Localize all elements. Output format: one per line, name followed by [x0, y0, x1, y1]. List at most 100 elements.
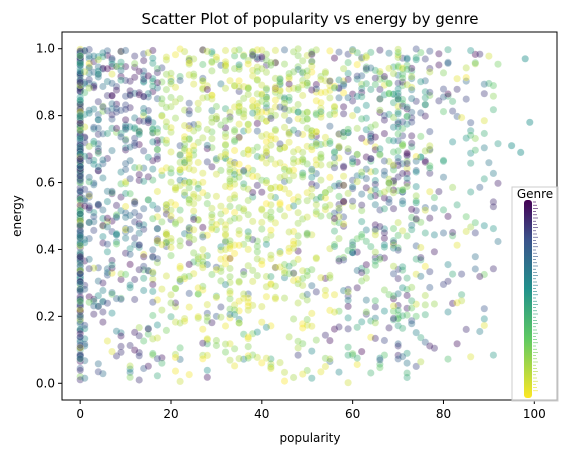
scatter-point — [135, 130, 143, 139]
scatter-point — [416, 132, 425, 141]
scatter-point — [416, 77, 425, 86]
scatter-point — [321, 133, 330, 142]
scatter-point — [303, 67, 312, 75]
scatter-point — [335, 48, 343, 56]
scatter-point — [112, 62, 121, 71]
scatter-point — [76, 256, 84, 265]
scatter-point — [244, 354, 252, 362]
scatter-point — [208, 91, 216, 100]
scatter-point — [176, 355, 184, 364]
scatter-point — [112, 240, 121, 248]
scatter-point — [457, 113, 466, 122]
scatter-point — [162, 204, 171, 212]
scatter-point — [385, 179, 393, 187]
scatter-point — [448, 138, 457, 146]
scatter-point — [194, 254, 202, 263]
scatter-point — [407, 296, 416, 305]
scatter-point — [466, 118, 475, 127]
scatter-point — [176, 241, 184, 250]
scatter-point — [330, 242, 339, 251]
scatter-point — [148, 280, 157, 289]
scatter-point — [189, 213, 198, 221]
scatter-point — [298, 91, 307, 100]
scatter-point — [185, 59, 193, 67]
scatter-point — [448, 183, 457, 192]
scatter-point — [380, 75, 389, 83]
scatter-point — [148, 311, 157, 320]
scatter-point — [344, 343, 352, 352]
scatter-point — [158, 353, 166, 362]
scatter-point — [117, 168, 125, 176]
scatter-point — [307, 281, 316, 290]
scatter-point — [312, 155, 321, 164]
scatter-point — [248, 96, 257, 105]
scatter-point — [276, 205, 284, 214]
scatter-point — [307, 185, 316, 193]
scatter-point — [435, 50, 443, 58]
scatter-point — [412, 166, 421, 175]
scatter-point — [221, 60, 230, 68]
scatter-point — [99, 103, 107, 111]
scatter-point — [117, 58, 125, 67]
scatter-point — [203, 47, 212, 56]
scatter-point — [167, 169, 175, 177]
scatter-point — [108, 91, 116, 100]
scatter-point — [389, 314, 398, 323]
scatter-point — [421, 206, 430, 214]
scatter-point — [189, 225, 198, 234]
scatter-point — [144, 195, 153, 204]
scatter-point — [398, 78, 407, 86]
scatter-point — [139, 262, 148, 271]
scatter-point — [276, 200, 284, 209]
scatter-point — [94, 166, 103, 175]
scatter-point — [212, 225, 221, 234]
scatter-point — [235, 306, 243, 315]
scatter-point — [294, 108, 302, 116]
scatter-point — [425, 47, 434, 56]
scatter-point — [285, 96, 293, 105]
scatter-point — [412, 328, 421, 337]
scatter-point — [257, 188, 266, 196]
scatter-point — [139, 92, 148, 101]
scatter-point — [153, 212, 162, 221]
scatter-point — [167, 165, 175, 173]
scatter-point — [344, 144, 352, 153]
scatter-point — [135, 212, 143, 220]
scatter-point — [267, 61, 275, 69]
scatter-point — [312, 288, 321, 296]
scatter-point — [108, 100, 116, 108]
scatter-point — [117, 332, 125, 340]
scatter-point — [480, 89, 489, 98]
scatter-point — [85, 193, 93, 201]
scatter-point — [226, 108, 234, 117]
scatter-point — [403, 103, 411, 111]
scatter-point — [76, 346, 84, 354]
scatter-point — [307, 129, 316, 138]
scatter-point — [385, 178, 393, 187]
scatter-point — [485, 52, 493, 60]
scatter-point — [389, 269, 398, 278]
scatter-point — [444, 92, 452, 100]
scatter-point — [226, 175, 234, 183]
scatter-point — [167, 123, 175, 132]
scatter-point — [76, 318, 84, 326]
scatter-point — [276, 247, 284, 256]
scatter-point — [221, 254, 230, 262]
scatter-point — [76, 239, 84, 247]
scatter-point — [203, 85, 212, 94]
scatter-point — [253, 271, 262, 280]
scatter-point — [139, 274, 148, 283]
scatter-point — [126, 156, 134, 165]
scatter-point — [76, 231, 84, 240]
scatter-point — [271, 111, 280, 120]
scatter-point — [76, 196, 84, 204]
scatter-point — [139, 67, 148, 75]
scatter-point — [99, 286, 107, 295]
scatter-point — [130, 295, 139, 304]
scatter-point — [126, 143, 134, 151]
chart-title: Scatter Plot of popularity vs energy by … — [141, 10, 478, 28]
scatter-point — [167, 312, 175, 321]
scatter-point — [317, 193, 325, 201]
scatter-point — [494, 139, 502, 148]
scatter-point — [121, 270, 130, 279]
